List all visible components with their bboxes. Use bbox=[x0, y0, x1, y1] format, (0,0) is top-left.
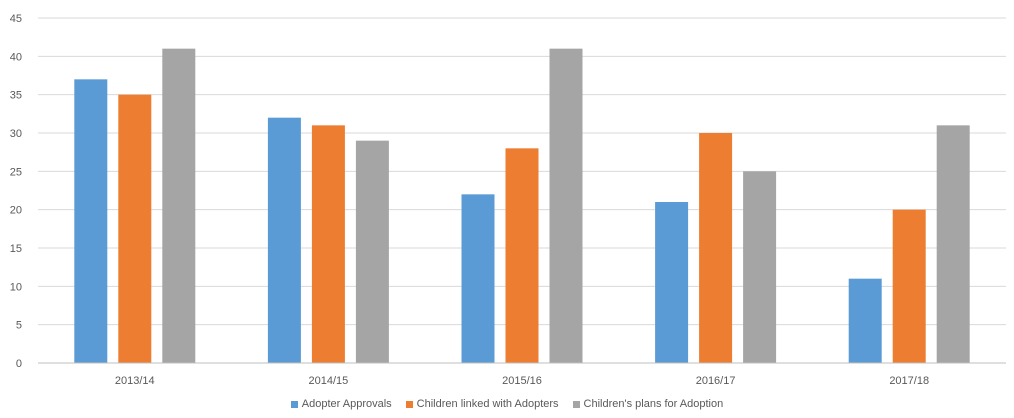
legend-label: Children's plans for Adoption bbox=[583, 398, 724, 410]
x-tick-label: 2015/16 bbox=[502, 375, 542, 387]
y-tick-label: 15 bbox=[10, 243, 22, 255]
y-tick-label: 5 bbox=[16, 320, 22, 332]
legend-item-children-linked: Children linked with Adopters bbox=[405, 398, 559, 410]
bar bbox=[549, 48, 583, 364]
bar bbox=[162, 48, 196, 364]
x-tick-label: 2013/14 bbox=[115, 375, 155, 387]
legend-item-childrens-plans: Children's plans for Adoption bbox=[572, 398, 724, 410]
bar bbox=[892, 209, 926, 363]
bar bbox=[505, 148, 539, 363]
y-tick-label: 20 bbox=[10, 205, 22, 217]
bar bbox=[699, 133, 733, 363]
bar bbox=[848, 278, 882, 363]
bar bbox=[743, 171, 777, 363]
x-tick-label: 2014/15 bbox=[309, 375, 349, 387]
bar bbox=[936, 125, 970, 363]
legend-swatch-childrens-plans bbox=[572, 400, 580, 408]
legend: Adopter Approvals Children linked with A… bbox=[0, 398, 1014, 410]
bar bbox=[655, 202, 689, 363]
legend-swatch-adopter-approvals bbox=[290, 400, 298, 408]
legend-label: Children linked with Adopters bbox=[416, 398, 559, 410]
bar bbox=[461, 194, 495, 363]
y-tick-label: 10 bbox=[10, 281, 22, 293]
y-tick-label: 30 bbox=[10, 128, 22, 140]
bar bbox=[118, 94, 152, 364]
legend-swatch-children-linked bbox=[405, 400, 413, 408]
legend-label: Adopter Approvals bbox=[301, 398, 392, 410]
x-tick-label: 2017/18 bbox=[889, 375, 929, 387]
legend-item-adopter-approvals: Adopter Approvals bbox=[290, 398, 392, 410]
bar bbox=[267, 117, 301, 364]
x-tick-label: 2016/17 bbox=[696, 375, 736, 387]
y-tick-label: 45 bbox=[10, 13, 22, 25]
bar bbox=[311, 125, 345, 363]
bar bbox=[74, 79, 108, 363]
y-tick-label: 25 bbox=[10, 166, 22, 178]
y-tick-label: 35 bbox=[10, 90, 22, 102]
bar-chart: 0 5 10 15 20 25 30 35 40 45 2013/14 2014/15 2015/16 2… bbox=[10, 13, 1006, 387]
y-tick-label: 0 bbox=[16, 358, 22, 370]
y-tick-label: 40 bbox=[10, 51, 22, 63]
bar bbox=[355, 140, 389, 363]
